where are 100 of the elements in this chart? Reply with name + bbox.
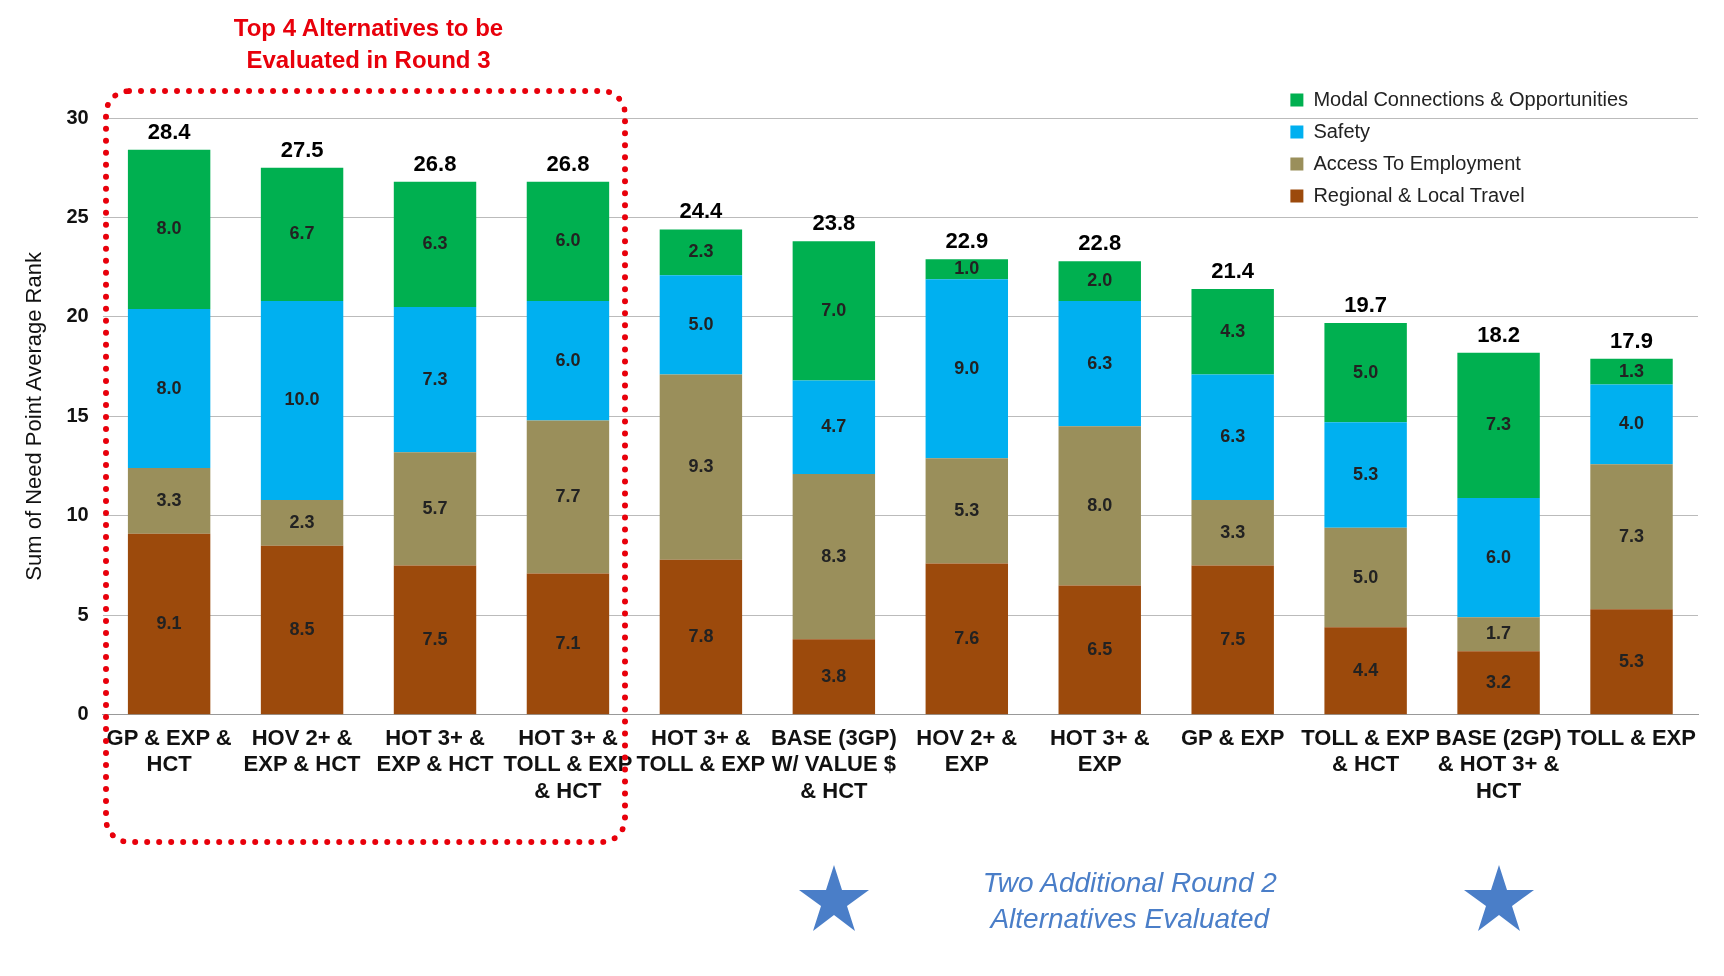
- bar: [659, 275, 743, 375]
- data-label: 5.7: [422, 497, 448, 518]
- data-label: 7.3: [1619, 525, 1645, 546]
- bar: [792, 474, 876, 640]
- bar: [1058, 585, 1141, 715]
- bar: [526, 420, 610, 574]
- data-label: 6.0: [555, 230, 581, 251]
- y-tick-label: 20: [66, 304, 89, 327]
- bar: [526, 181, 610, 302]
- bar: [393, 181, 477, 307]
- bar: [659, 229, 743, 276]
- bar: [127, 308, 211, 469]
- data-label: 3.3: [156, 489, 182, 510]
- data-label: 6.5: [1087, 638, 1113, 659]
- data-label: 7.6: [954, 627, 980, 648]
- bar: [1457, 497, 1540, 618]
- data-label: 6.0: [555, 349, 581, 370]
- total-label: 27.5: [280, 136, 324, 162]
- legend-label: Modal Connections & Opportunities: [1313, 87, 1629, 110]
- y-tick-label: 0: [77, 702, 89, 725]
- data-label: 3.3: [1220, 521, 1246, 542]
- legend-label: Access To Employment: [1313, 151, 1522, 174]
- legend-label: Safety: [1313, 119, 1371, 142]
- bar: [260, 167, 344, 302]
- total-label: 19.7: [1344, 291, 1388, 317]
- y-axis-title: Sum of Need Point Average Rank: [21, 251, 47, 581]
- total-label: 26.8: [546, 150, 590, 176]
- bar: [260, 301, 344, 500]
- data-label: 6.3: [1220, 426, 1246, 447]
- bar: [1058, 261, 1141, 302]
- data-label: 5.0: [688, 313, 714, 334]
- x-tick-label: HOV 2+ & EXP & HCT: [243, 725, 362, 777]
- data-label: 8.5: [289, 618, 315, 639]
- data-label: 1.0: [954, 258, 980, 279]
- y-tick-label: 30: [66, 105, 89, 128]
- total-label: 17.9: [1610, 327, 1653, 353]
- data-label: 7.5: [1220, 628, 1246, 649]
- bar: [792, 380, 876, 475]
- bar: [925, 259, 1009, 280]
- data-label: 6.3: [422, 233, 448, 254]
- bar: [925, 279, 1009, 459]
- data-label: 4.4: [1353, 659, 1379, 680]
- data-label: 4.3: [1220, 320, 1246, 341]
- bar: [1590, 384, 1673, 465]
- bar: [925, 563, 1009, 715]
- bar: [127, 468, 211, 534]
- data-label: 7.7: [555, 485, 581, 506]
- bar: [925, 458, 1009, 564]
- data-label: 6.0: [1486, 546, 1512, 567]
- data-label: 5.0: [1353, 566, 1379, 587]
- bar: [1457, 352, 1540, 498]
- data-label: 5.0: [1353, 361, 1379, 382]
- x-tick-label: BASE (2GP) & HOT 3+ & HCT: [1435, 725, 1562, 803]
- total-label: 24.4: [679, 198, 724, 224]
- data-label: 9.1: [156, 613, 182, 633]
- data-label: 5.3: [1619, 650, 1645, 671]
- bar: [1191, 374, 1274, 500]
- bar: [792, 241, 876, 381]
- bar: [260, 545, 344, 715]
- x-tick-label: TOLL & EXP & HCT: [1301, 725, 1431, 777]
- data-label: 2.3: [688, 241, 714, 262]
- x-tick-label: HOT 3+ & TOLL & EXP: [636, 725, 766, 777]
- bar: [393, 452, 477, 566]
- bar: [659, 559, 743, 715]
- bar: [526, 573, 610, 715]
- x-tick-label: BASE (3GP) W/ VALUE $ & HCT: [770, 725, 897, 803]
- bar: [260, 499, 344, 546]
- data-label: 5.3: [1353, 464, 1379, 485]
- data-label: 3.8: [821, 665, 847, 686]
- data-label: 5.3: [954, 499, 980, 520]
- data-label: 3.2: [1486, 671, 1512, 692]
- total-label: 22.8: [1078, 230, 1122, 256]
- bar: [1324, 322, 1407, 423]
- total-label: 28.4: [147, 118, 192, 144]
- total-label: 18.2: [1477, 321, 1520, 347]
- total-label: 22.9: [945, 228, 989, 254]
- bar: [1191, 565, 1274, 715]
- data-label: 1.3: [1619, 360, 1645, 381]
- data-label: 2.3: [289, 511, 315, 532]
- bar: [1324, 422, 1407, 528]
- bar: [1457, 617, 1540, 652]
- bar: [1191, 499, 1274, 566]
- bar: [526, 301, 610, 421]
- data-label: 8.0: [156, 218, 182, 239]
- data-label: 7.5: [422, 628, 448, 649]
- text: Top 4 Alternatives to be Evaluated in Round 3: [232, 13, 505, 75]
- bar: [1590, 609, 1673, 715]
- bar: [1590, 358, 1673, 385]
- data-label: 6.3: [1087, 352, 1113, 373]
- bar: [127, 149, 211, 309]
- y-tick-label: 5: [77, 602, 89, 625]
- y-tick-label: 25: [66, 204, 89, 227]
- total-label: 26.8: [413, 150, 457, 176]
- data-label: 8.0: [1087, 494, 1113, 515]
- data-label: 9.0: [954, 357, 980, 378]
- bar: [393, 565, 477, 715]
- data-label: 7.3: [1486, 414, 1512, 435]
- data-label: 2.0: [1087, 270, 1113, 291]
- bar: [1590, 464, 1673, 610]
- x-tick-label: TOLL & EXP: [1567, 725, 1696, 751]
